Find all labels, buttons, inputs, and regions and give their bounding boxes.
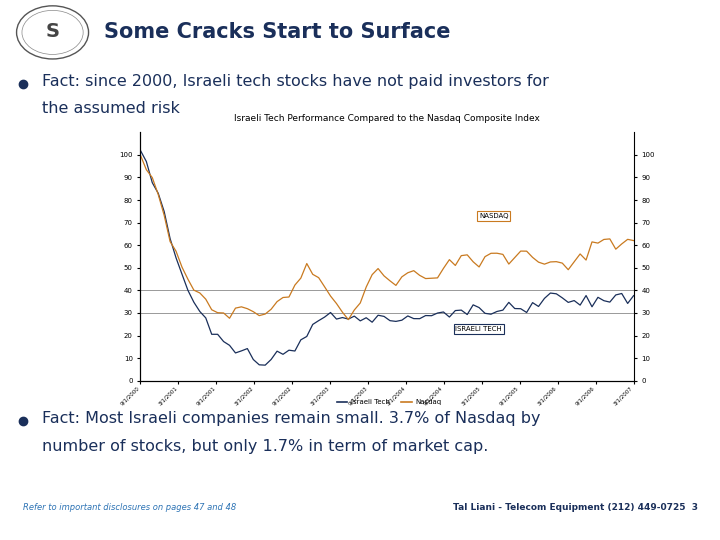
Text: Fact: since 2000, Israeli tech stocks have not paid investors for: Fact: since 2000, Israeli tech stocks ha… bbox=[42, 74, 549, 89]
Text: Nasdaq: Nasdaq bbox=[416, 399, 442, 406]
Text: the assumed risk: the assumed risk bbox=[42, 101, 179, 116]
Text: Fact: Most Israeli companies remain small. 3.7% of Nasdaq by: Fact: Most Israeli companies remain smal… bbox=[42, 411, 540, 427]
Text: Israeli Tech Performance Compared to the Nasdaq Composite Index: Israeli Tech Performance Compared to the… bbox=[234, 113, 540, 123]
Text: ISRAELI TECH: ISRAELI TECH bbox=[455, 326, 502, 332]
Text: Tal Liani - Telecom Equipment (212) 449-0725  3: Tal Liani - Telecom Equipment (212) 449-… bbox=[454, 503, 698, 512]
Text: S: S bbox=[45, 22, 60, 40]
Text: Refer to important disclosures on pages 47 and 48: Refer to important disclosures on pages … bbox=[23, 503, 236, 512]
Text: Israeli Tech: Israeli Tech bbox=[351, 399, 390, 406]
Text: NASDAQ: NASDAQ bbox=[479, 213, 508, 219]
Text: Some Cracks Start to Surface: Some Cracks Start to Surface bbox=[104, 22, 451, 43]
Ellipse shape bbox=[17, 6, 89, 59]
Text: number of stocks, but only 1.7% in term of market cap.: number of stocks, but only 1.7% in term … bbox=[42, 438, 488, 454]
